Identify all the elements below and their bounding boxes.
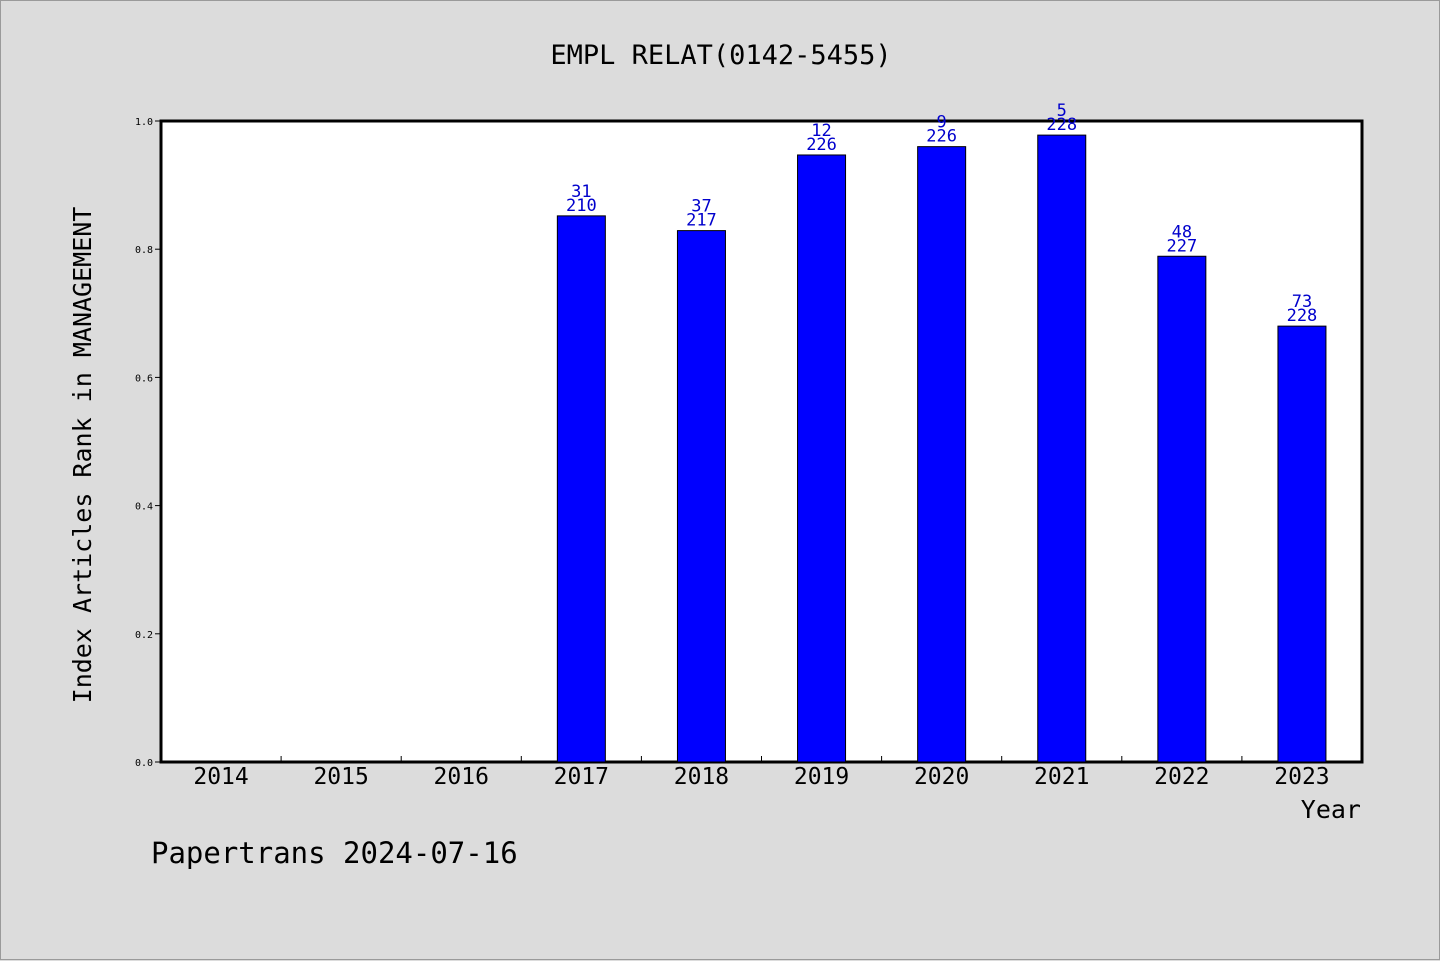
bar-2020 xyxy=(917,146,967,763)
y-tick-label: 1.0 xyxy=(135,117,153,128)
x-tick-label: 2019 xyxy=(794,764,849,790)
bar-total-label: 210 xyxy=(566,196,597,216)
bar-total-label: 228 xyxy=(1046,115,1077,135)
bar-rank-label: 31 xyxy=(571,182,591,202)
bar-total-label: 227 xyxy=(1166,236,1197,256)
bar-rank-label: 12 xyxy=(811,121,831,141)
bar-2022 xyxy=(1157,255,1207,763)
y-tick-label: 0.6 xyxy=(135,373,153,384)
y-tick-label: 0.2 xyxy=(135,630,153,641)
bar-total-label: 228 xyxy=(1287,306,1318,326)
chart-title: EMPL RELAT(0142-5455) xyxy=(550,40,891,71)
bar-total-label: 226 xyxy=(926,127,957,147)
bar-rank-label: 37 xyxy=(691,197,711,217)
bar-2021 xyxy=(1037,134,1087,763)
bar-2023 xyxy=(1277,325,1327,763)
x-tick-label: 2021 xyxy=(1034,764,1089,790)
y-axis: 0.0 0.2 0.4 0.6 0.8 1.0 xyxy=(135,117,161,769)
bar-rank-label: 48 xyxy=(1172,222,1192,242)
x-tick-label: 2014 xyxy=(193,764,248,790)
x-tick-label: 2023 xyxy=(1274,764,1329,790)
footer-text: Papertrans 2024-07-16 xyxy=(151,836,518,870)
bar-2018 xyxy=(676,230,726,763)
y-tick-label: 0.4 xyxy=(135,502,153,513)
x-tick-label: 2022 xyxy=(1154,764,1209,790)
bar-series xyxy=(556,134,1327,763)
x-axis: 2014 2015 2016 2017 2018 2019 2020 2021 2022 2023 xyxy=(193,756,1330,790)
y-axis-label: Index Articles Rank in MANAGEMENT xyxy=(68,207,97,704)
bar-rank-label: 5 xyxy=(1057,101,1067,121)
y-tick-label: 0.0 xyxy=(135,758,153,769)
bar-rank-label: 9 xyxy=(937,113,947,133)
x-tick-label: 2017 xyxy=(554,764,609,790)
bar-total-label: 217 xyxy=(686,211,717,231)
x-axis-label: Year xyxy=(1301,795,1361,824)
bar-2017 xyxy=(556,215,606,763)
x-tick-label: 2015 xyxy=(313,764,368,790)
bar-rank-label: 73 xyxy=(1292,292,1312,312)
x-tick-label: 2020 xyxy=(914,764,969,790)
y-tick-label: 0.8 xyxy=(135,245,153,256)
bar-total-label: 226 xyxy=(806,135,837,155)
x-tick-label: 2018 xyxy=(674,764,729,790)
x-tick-label: 2016 xyxy=(434,764,489,790)
bar-2019 xyxy=(797,154,847,763)
